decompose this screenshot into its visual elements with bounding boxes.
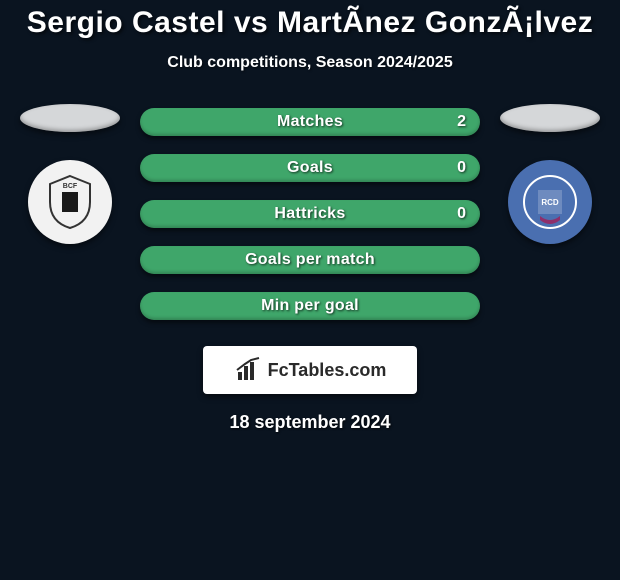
svg-text:RCD: RCD: [541, 198, 559, 207]
stat-label: Min per goal: [261, 297, 359, 315]
stat-label: Matches: [277, 113, 343, 131]
right-team-ellipse: [500, 104, 600, 132]
shield-icon: RCD: [520, 172, 580, 232]
stat-value-right: 0: [457, 159, 466, 177]
stat-bar: Hattricks 0: [140, 200, 480, 228]
stat-value-right: 2: [457, 113, 466, 131]
shield-icon: BCF: [40, 172, 100, 232]
left-team-badge: BCF: [28, 160, 112, 244]
page-title: Sergio Castel vs MartÃ­nez GonzÃ¡lvez: [0, 0, 620, 40]
stat-bar: Goals 0: [140, 154, 480, 182]
stat-bar: Matches 2: [140, 108, 480, 136]
subtitle: Club competitions, Season 2024/2025: [0, 54, 620, 72]
svg-text:BCF: BCF: [63, 183, 78, 190]
stat-label: Hattricks: [274, 205, 345, 223]
left-team-ellipse: [20, 104, 120, 132]
stat-value-right: 0: [457, 205, 466, 223]
stat-bars: Matches 2 Goals 0 Hattricks 0 Goals per match M…: [140, 108, 480, 320]
right-team-column: RCD: [500, 104, 600, 244]
stat-bar: Min per goal: [140, 292, 480, 320]
stat-bar: Goals per match: [140, 246, 480, 274]
right-team-badge: RCD: [508, 160, 592, 244]
stat-label: Goals per match: [245, 251, 375, 269]
date-text: 18 september 2024: [0, 412, 620, 433]
stat-label: Goals: [287, 159, 333, 177]
comparison-content: BCF Matches 2 Goals 0 Hattricks 0 Goals per ma…: [0, 104, 620, 320]
chart-icon: [234, 356, 262, 384]
fctables-logo: FcTables.com: [203, 346, 417, 394]
logo-text: FcTables.com: [268, 360, 387, 381]
left-team-column: BCF: [20, 104, 120, 244]
